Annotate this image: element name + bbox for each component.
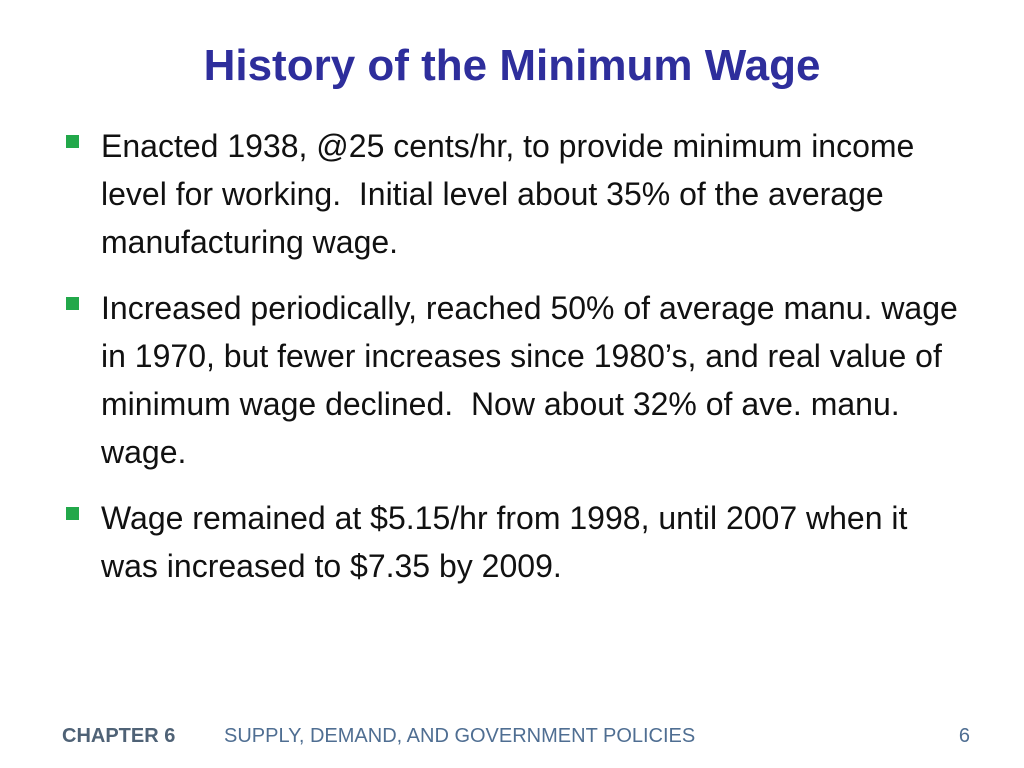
page-number: 6 xyxy=(958,725,970,747)
footer-chapter: CHAPTER 6 xyxy=(62,725,176,747)
bullet-text: Wage remained at $5.15/hr from 1998, unt… xyxy=(101,500,917,584)
slide-footer: CHAPTER 6 SUPPLY, DEMAND, AND GOVERNMENT… xyxy=(62,722,970,750)
slide-title: History of the Minimum Wage xyxy=(203,41,821,90)
bullet-item: Enacted 1938, @25 cents/hr, to provide m… xyxy=(64,122,964,266)
bullet-item: Wage remained at $5.15/hr from 1998, unt… xyxy=(64,494,964,590)
square-bullet-icon xyxy=(66,297,79,310)
bullet-text: Enacted 1938, @25 cents/hr, to provide m… xyxy=(101,128,924,260)
bullet-list: Enacted 1938, @25 cents/hr, to provide m… xyxy=(64,122,964,608)
square-bullet-icon xyxy=(66,135,79,148)
bullet-item: Increased periodically, reached 50% of a… xyxy=(64,284,964,476)
footer-course-title: SUPPLY, DEMAND, AND GOVERNMENT POLICIES xyxy=(224,725,696,747)
square-bullet-icon xyxy=(66,507,79,520)
bullet-text: Increased periodically, reached 50% of a… xyxy=(101,290,967,470)
